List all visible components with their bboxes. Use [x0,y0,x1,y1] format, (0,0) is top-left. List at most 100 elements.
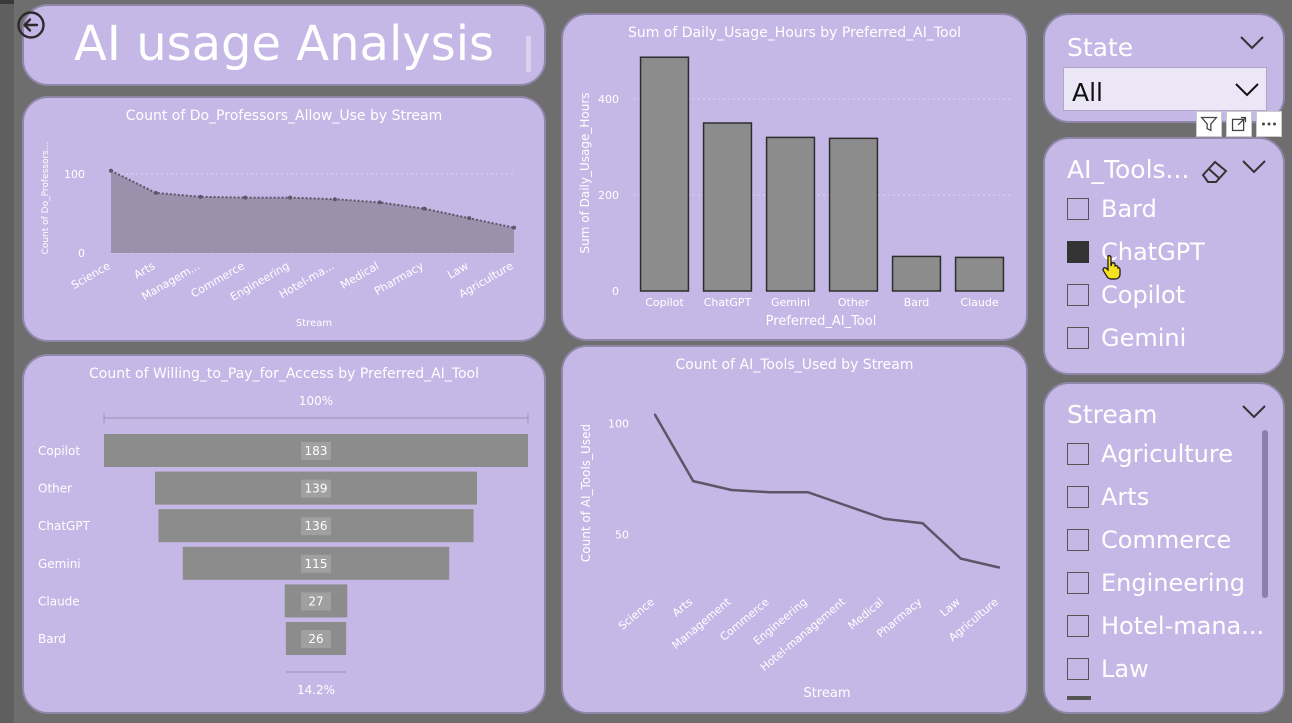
checkbox[interactable] [1067,198,1089,220]
slicer-option[interactable]: Gemini [1067,324,1267,354]
funnel-category-label: Claude [38,594,80,608]
checkbox[interactable] [1067,529,1089,551]
checkbox[interactable] [1067,443,1089,465]
funnel-value-bg [301,554,331,573]
funnel-category-label: ChatGPT [38,519,91,533]
back-arrow-icon[interactable] [16,10,46,40]
slicer-option[interactable]: Copilot [1067,281,1267,311]
stream-slicer[interactable]: Stream Agriculture Arts Commerce Engineerin… [1043,382,1285,714]
slicer-option[interactable]: Bard [1067,195,1267,225]
checkbox[interactable] [1067,658,1089,680]
line-point[interactable] [806,491,810,494]
checkbox[interactable] [1067,327,1089,349]
slicer-option[interactable]: Arts [1067,483,1267,513]
chevron-down-icon[interactable] [1241,404,1267,420]
chevron-down-icon[interactable] [1234,82,1260,98]
slicer-option[interactable]: Commerce [1067,526,1267,556]
line-point[interactable] [997,566,1001,569]
bar-xtick-label: ChatGPT [704,296,752,309]
area-point[interactable] [243,195,248,200]
more-options-icon[interactable] [1256,111,1282,137]
line-series[interactable] [653,414,1000,569]
checkbox[interactable] [1067,241,1089,263]
funnel-value-label: 115 [305,557,328,571]
state-slicer[interactable]: State All [1043,13,1285,123]
area-ytick-label: 100 [64,168,85,181]
bar-xtick-label: Other [838,296,870,309]
bar[interactable] [702,122,753,292]
bar[interactable] [828,137,879,292]
funnel-chart[interactable]: 100% 183 Copilot 139 Other 136 ChatGPT 115 Gemin… [24,356,544,712]
area-point[interactable] [288,195,293,200]
area-chart-card[interactable]: Count of Do_Professors_Allow_Use by Stre… [22,96,546,342]
line-chart-card[interactable]: Count of AI_Tools_Used by Stream 50 100 Sc… [561,345,1028,714]
area-point[interactable] [467,216,472,221]
bar-xaxis-title: Preferred_AI_Tool [766,314,877,329]
bar-chart[interactable]: 0 200 400 Copilot ChatGPT Gemini Other Bard Clau… [563,15,1026,339]
ai-tools-slicer-title: AI_Tools... [1067,155,1190,184]
funnel-value-bg [301,517,331,536]
checkbox[interactable] [1067,572,1089,594]
area-xtick-label: Arts [132,259,158,281]
slicer-option[interactable]: Law [1067,655,1267,685]
line-point[interactable] [692,479,695,483]
slicer-option[interactable]: Agriculture [1067,440,1267,470]
area-point[interactable] [109,168,113,173]
chevron-down-icon[interactable] [1241,159,1267,175]
slicer-option-label: Engineering [1101,569,1245,597]
area-point[interactable] [198,194,203,199]
chevron-down-icon[interactable] [1239,35,1265,51]
slicer-option-label: Commerce [1101,526,1232,554]
eraser-icon[interactable] [1199,157,1231,185]
line-point[interactable] [883,517,886,520]
stream-slicer-scrollbar[interactable] [1262,430,1268,598]
line-point[interactable] [959,557,962,560]
focus-mode-icon[interactable] [1226,111,1252,137]
slicer-option[interactable]: Engineering [1067,569,1267,599]
funnel-value-label: 139 [305,482,328,496]
state-dropdown-value: All [1072,78,1103,107]
slicer-option-label: Gemini [1101,324,1187,352]
slicer-option[interactable]: Hotel-mana... [1067,612,1267,642]
line-point[interactable] [844,504,848,507]
funnel-category-label: Bard [38,632,66,646]
next-checkbox-edge [1067,696,1091,700]
checkbox[interactable] [1067,284,1089,306]
area-xtick-label: Science [69,259,113,292]
checkbox[interactable] [1067,615,1089,637]
area-point[interactable] [153,190,158,195]
line-xaxis-title: Stream [803,686,850,701]
title-card: AI usage Analysis [22,4,546,86]
area-xaxis-title: Stream [296,318,332,329]
funnel-category-label: Gemini [38,557,81,571]
ai-tools-slicer[interactable]: AI_Tools... Bard ChatGPT Copilot Gemini [1043,137,1285,375]
filter-icon[interactable] [1196,111,1222,137]
line-point[interactable] [768,491,771,494]
title-scroll-handle [526,36,531,72]
bar-yaxis-title: Sum of Daily_Usage_Hours [578,92,592,253]
area-point[interactable] [422,206,427,211]
funnel-value-label: 136 [305,519,328,533]
bar[interactable] [891,255,942,292]
area-point[interactable] [377,200,382,205]
area-point[interactable] [332,197,337,202]
state-dropdown[interactable]: All [1063,67,1267,111]
area-xtick-label: Pharmacy [372,259,426,298]
checkbox[interactable] [1067,486,1089,508]
funnel-chart-card[interactable]: Count of Willing_to_Pay_for_Access by Pr… [22,354,546,714]
bar[interactable] [954,256,1005,292]
line-yaxis-title: Count of AI_Tools_Used [579,424,593,562]
area-yaxis-title: Count of Do_Professors... [41,142,51,255]
bar-ytick-label: 0 [612,285,619,298]
line-point[interactable] [730,488,733,492]
bar[interactable] [639,56,690,292]
line-point[interactable] [653,413,657,416]
bar[interactable] [765,136,816,292]
area-point[interactable] [512,225,516,230]
line-point[interactable] [921,522,924,525]
slicer-option[interactable]: ChatGPT [1067,238,1267,268]
bar-chart-card[interactable]: Sum of Daily_Usage_Hours by Preferred_AI… [561,13,1028,341]
bar-xtick-label: Gemini [771,296,810,309]
